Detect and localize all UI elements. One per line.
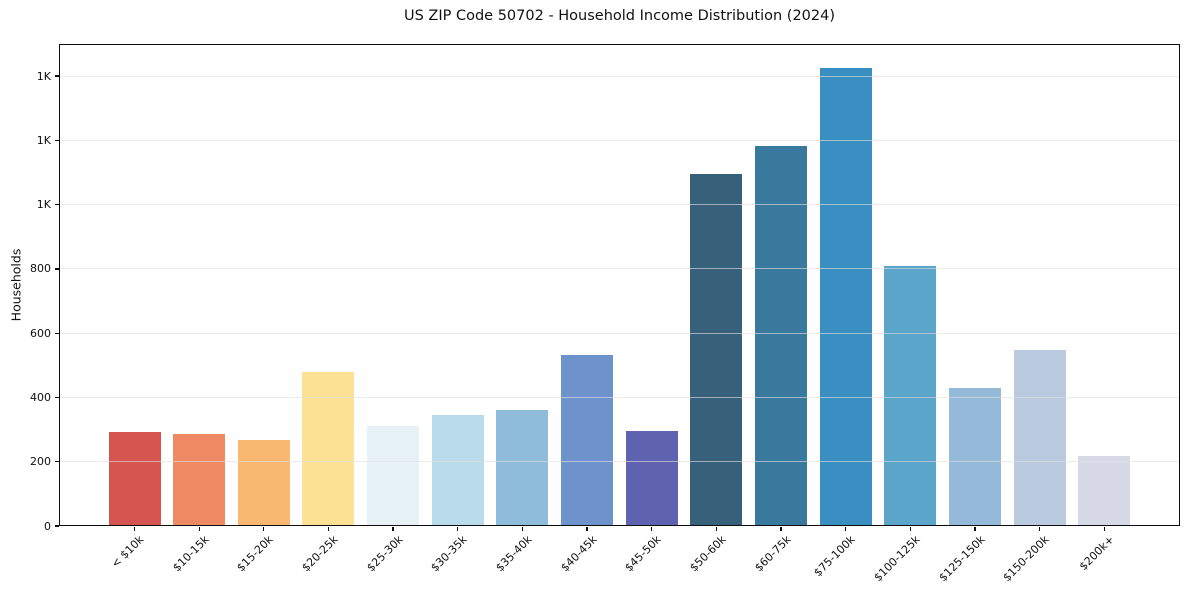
- x-tick-mark: [586, 526, 588, 531]
- bar-11: [755, 145, 807, 526]
- bar-6: [431, 415, 484, 526]
- bar-14: [948, 388, 1001, 526]
- x-tick-mark: [909, 526, 911, 531]
- y-tick-mark: [54, 525, 59, 527]
- y-tick-label: 600: [30, 326, 51, 340]
- gridline-600: [59, 332, 1180, 334]
- bar-13: [884, 265, 937, 526]
- x-tick-mark: [651, 526, 653, 531]
- x-tick-mark: [327, 526, 330, 531]
- y-tick-label: 200: [30, 455, 51, 469]
- x-tick-mark: [263, 526, 265, 531]
- gridline-400: [59, 396, 1180, 398]
- bar-9: [625, 430, 678, 526]
- y-tick-label: 1K: [36, 198, 51, 212]
- plot-area: [59, 44, 1180, 526]
- x-tick-mark: [1103, 526, 1105, 531]
- x-tick-mark: [1038, 526, 1041, 531]
- x-tick-mark: [198, 526, 200, 531]
- y-tick-label: 0: [44, 519, 51, 533]
- y-tick-mark: [54, 139, 59, 142]
- bar-15: [1013, 349, 1066, 526]
- y-tick-mark: [54, 204, 59, 206]
- y-axis-label: Households: [8, 248, 24, 322]
- y-tick-mark: [54, 332, 59, 334]
- x-tick-mark: [521, 526, 524, 531]
- bar-5: [367, 426, 420, 526]
- gridline-200: [59, 461, 1180, 463]
- x-tick-mark: [715, 526, 717, 531]
- x-tick-mark: [845, 526, 847, 531]
- gridline-1400: [59, 75, 1180, 77]
- x-tick-mark: [392, 526, 394, 531]
- y-tick-label: 800: [30, 262, 51, 276]
- gridline-1200: [59, 139, 1180, 141]
- bar-12: [819, 67, 872, 526]
- bar-3: [237, 439, 290, 526]
- y-tick-label: 1K: [36, 69, 51, 83]
- bar-1: [108, 431, 161, 526]
- x-tick-mark: [780, 526, 782, 531]
- bar-16: [1078, 456, 1131, 526]
- y-tick-label: 400: [30, 390, 51, 404]
- y-tick-label: 1K: [36, 133, 51, 147]
- bar-10: [690, 173, 743, 526]
- y-tick-mark: [54, 396, 59, 399]
- bar-7: [496, 410, 549, 526]
- bar-4: [302, 371, 355, 526]
- bar-8: [561, 355, 614, 526]
- gridline-800: [59, 268, 1180, 270]
- x-tick-mark: [457, 526, 459, 531]
- chart-title: US ZIP Code 50702 - Household Income Dis…: [403, 8, 836, 24]
- bar-2: [173, 434, 226, 526]
- x-tick-mark: [974, 526, 976, 531]
- y-tick-mark: [54, 461, 59, 463]
- y-tick-mark: [54, 268, 59, 270]
- gridline-1000: [59, 204, 1180, 206]
- x-tick-mark: [133, 526, 136, 531]
- y-tick-mark: [54, 75, 59, 77]
